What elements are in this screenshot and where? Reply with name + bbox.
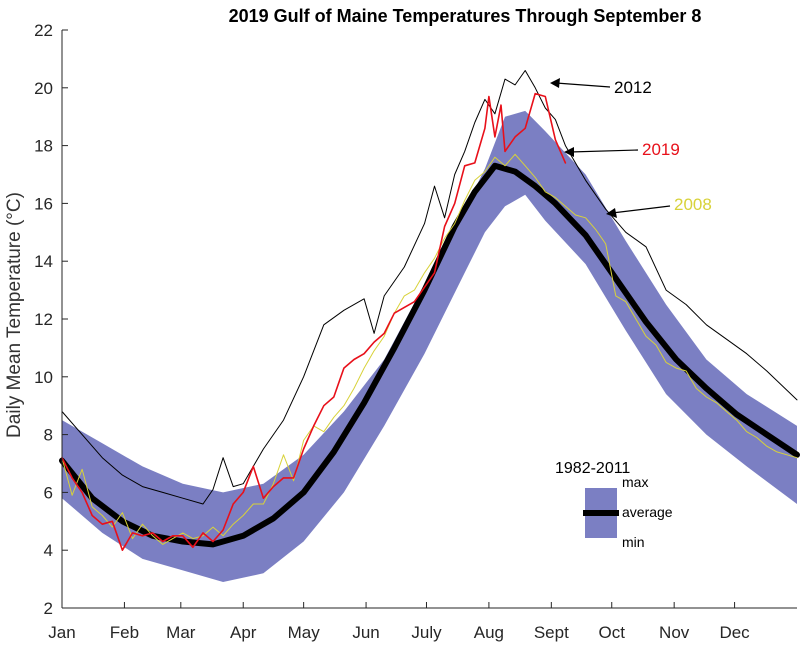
- y-tick-label: 8: [44, 426, 53, 445]
- legend-min-label: min: [622, 534, 645, 550]
- y-ticks: 2 4 6 8 10 12 14 16 18 20 22: [34, 21, 68, 618]
- legend-average-label: average: [622, 504, 673, 520]
- series-line-2008: [61, 153, 798, 545]
- x-tick-label: Aug: [474, 623, 504, 642]
- legend: 1982-2011 max average min: [555, 460, 673, 550]
- x-tick-label: Mar: [166, 623, 196, 642]
- legend-max-label: max: [622, 474, 648, 490]
- x-tick-label: Feb: [110, 623, 139, 642]
- annotation-2019: 2019: [564, 140, 680, 159]
- x-tick-label: Sept: [534, 623, 569, 642]
- annotation-label-2012: 2012: [614, 78, 652, 97]
- arrow-2019-head: [564, 147, 574, 157]
- y-tick-label: 10: [34, 368, 53, 387]
- x-tick-label: July: [411, 623, 442, 642]
- x-tick-label: Jan: [48, 623, 75, 642]
- x-ticks: Jan Feb Mar Apr May Jun July Aug Sept Oct Nov Dec: [48, 602, 750, 642]
- arrow-2012-head: [550, 78, 560, 88]
- series-line-2012: [61, 70, 798, 505]
- x-tick-label: Dec: [719, 623, 750, 642]
- legend-title: 1982-2011: [555, 460, 630, 477]
- annotation-2008: 2008: [606, 195, 712, 218]
- series-layer: [59, 70, 800, 552]
- y-tick-label: 20: [34, 79, 53, 98]
- y-tick-label: 6: [44, 483, 53, 502]
- y-tick-label: 18: [34, 137, 53, 156]
- climatology-band: [62, 110, 797, 583]
- x-tick-label: May: [288, 623, 321, 642]
- x-tick-label: Oct: [599, 623, 626, 642]
- y-tick-label: 14: [34, 252, 53, 271]
- x-tick-label: Nov: [659, 623, 690, 642]
- arrow-2008-head: [606, 208, 617, 218]
- series-line-average: [59, 162, 800, 548]
- y-tick-label: 2: [44, 599, 53, 618]
- y-tick-label: 22: [34, 21, 53, 40]
- series-line-2019: [61, 92, 567, 552]
- y-tick-label: 16: [34, 194, 53, 213]
- annotation-label-2008: 2008: [674, 195, 712, 214]
- arrow-2008-line: [611, 205, 671, 214]
- annotation-2012: 2012: [550, 78, 652, 97]
- arrow-2019-line: [569, 149, 639, 153]
- annotation-label-2019: 2019: [642, 140, 680, 159]
- arrow-2012-line: [555, 82, 611, 88]
- x-tick-label: Jun: [352, 623, 379, 642]
- y-axis-title: Daily Mean Temperature (°C): [4, 192, 25, 438]
- y-tick-label: 12: [34, 310, 53, 329]
- chart-title: 2019 Gulf of Maine Temperatures Through …: [229, 6, 702, 26]
- y-tick-label: 4: [44, 541, 53, 560]
- x-tick-label: Apr: [230, 623, 257, 642]
